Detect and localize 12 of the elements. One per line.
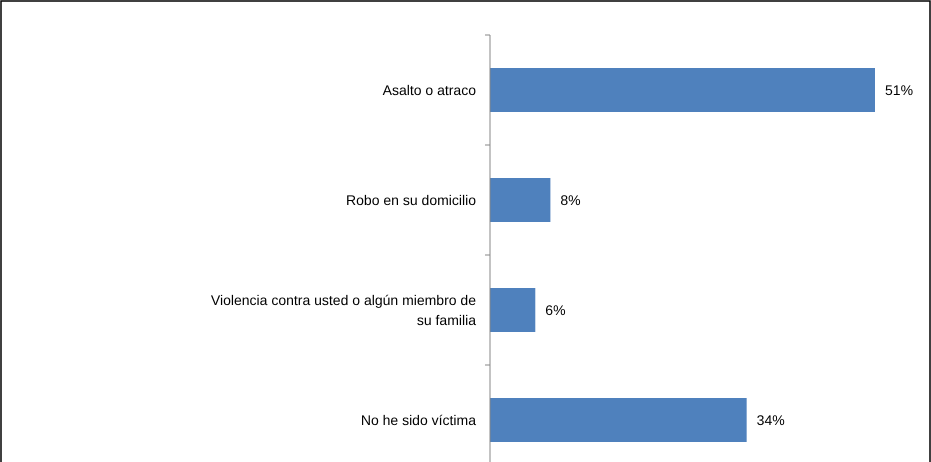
- y-tick-label: Robo en su domicilio: [346, 192, 476, 208]
- bar: [490, 178, 550, 222]
- data-label: 51%: [885, 82, 914, 98]
- data-label: 34%: [756, 412, 785, 428]
- bar: [490, 288, 536, 332]
- data-label: 8%: [560, 192, 581, 208]
- y-tick-label: Violencia contra usted o algún miembro de su familia: [210, 292, 476, 328]
- y-tick-label: Asalto o atraco: [382, 82, 476, 98]
- data-label: 6%: [545, 302, 566, 318]
- bar: [490, 68, 875, 112]
- y-tick-label: No he sido víctima: [360, 412, 476, 428]
- bar: [490, 398, 747, 442]
